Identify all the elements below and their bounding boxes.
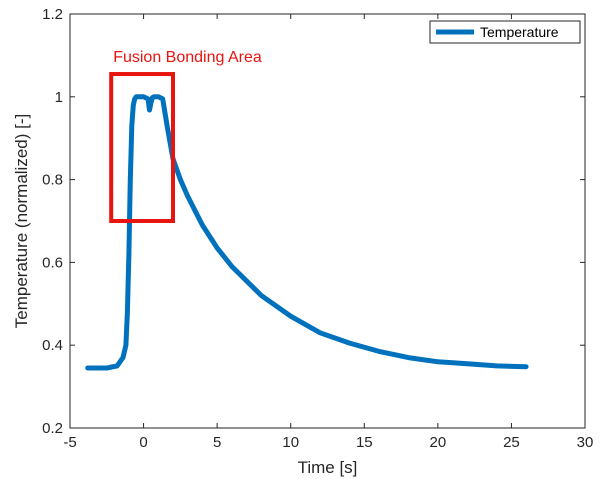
y-tick-label: 0.4 — [42, 337, 63, 354]
x-tick-label: 10 — [282, 434, 299, 451]
x-axis-label: Time [s] — [298, 458, 358, 477]
fusion-bonding-box — [109, 72, 175, 223]
x-tick-label: -5 — [63, 434, 76, 451]
y-tick-label: 1.2 — [42, 6, 63, 23]
x-tick-label: 20 — [430, 434, 447, 451]
y-tick-label: 0.8 — [42, 172, 63, 189]
y-tick-label: 0.6 — [42, 254, 63, 271]
tick-labels: -5 0 5 10 15 20 25 30 0.2 0.4 0.6 0.8 1 1.2 — [42, 6, 593, 451]
x-tick-label: 0 — [139, 434, 147, 451]
legend-label: Temperature — [480, 24, 559, 40]
x-tick-label: 30 — [577, 434, 594, 451]
axes — [69, 13, 586, 429]
series-layer — [85, 94, 529, 371]
annotation-layer: Fusion Bonding Area — [109, 49, 262, 223]
series-line-temperature — [85, 94, 529, 371]
y-axis-label: Temperature (normalized) [-] — [12, 114, 31, 328]
legend: Temperature — [429, 20, 581, 44]
fusion-bonding-label: Fusion Bonding Area — [113, 49, 262, 66]
y-tick-label: 0.2 — [42, 420, 63, 437]
x-tick-label: 25 — [503, 434, 520, 451]
legend-box — [429, 20, 581, 44]
y-tick-label: 1 — [55, 89, 63, 106]
x-tick-label: 5 — [213, 434, 221, 451]
axes-box — [69, 13, 586, 429]
x-tick-label: 15 — [356, 434, 373, 451]
